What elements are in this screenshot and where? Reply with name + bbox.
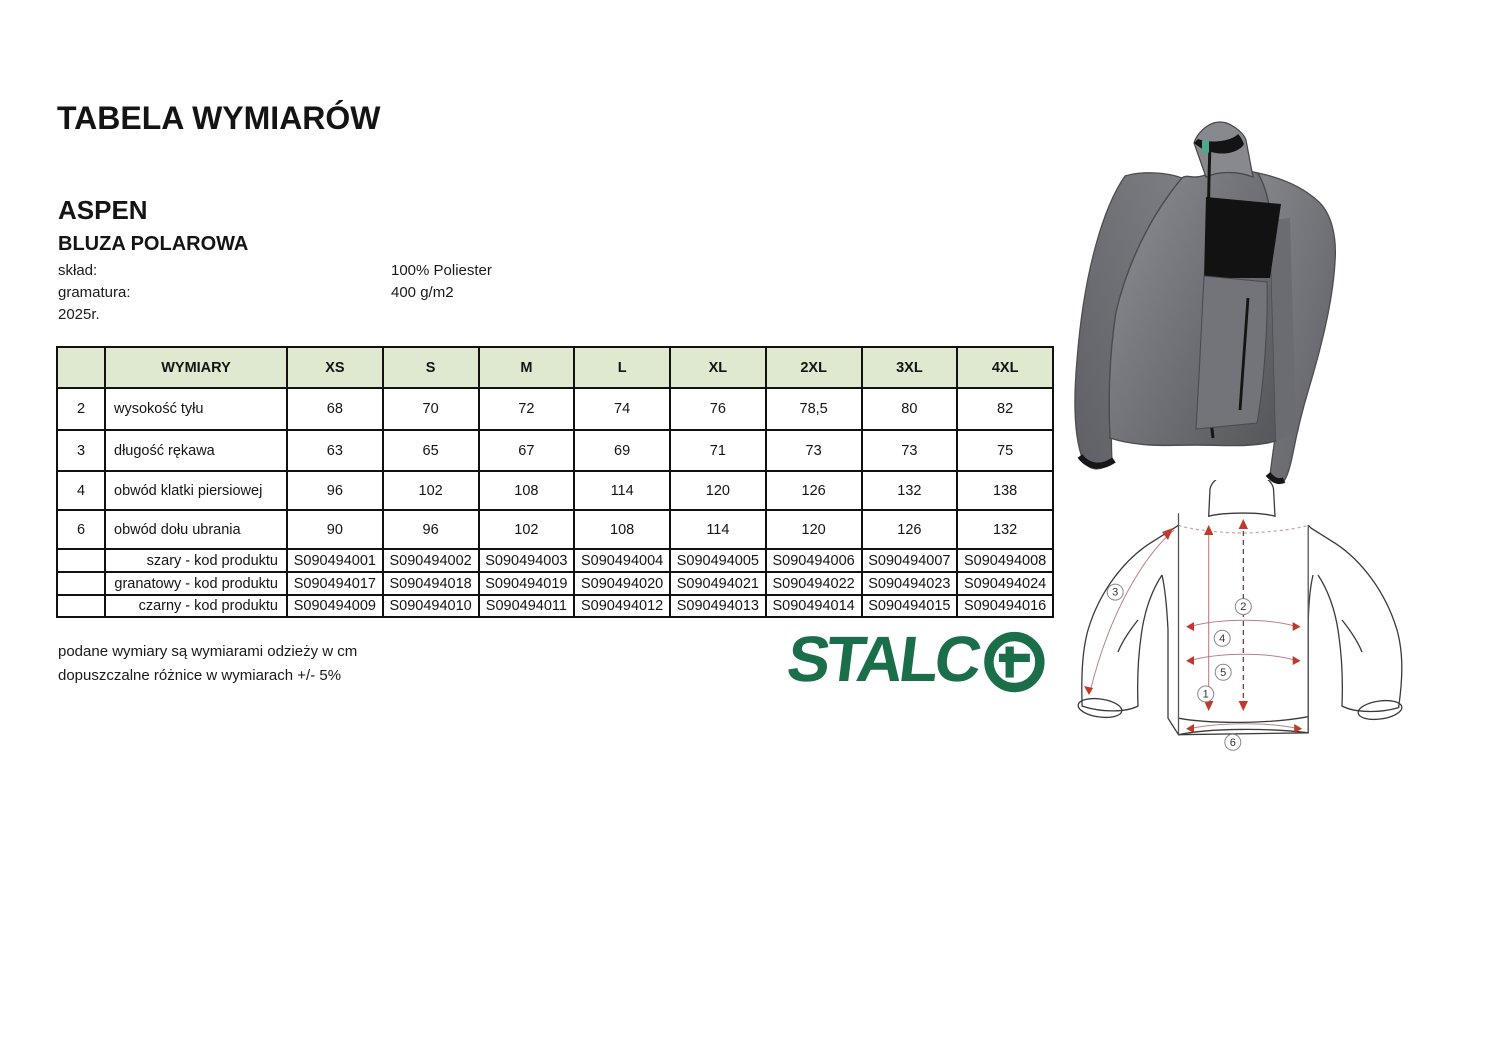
svg-text:4: 4 <box>1219 633 1225 645</box>
svg-text:5: 5 <box>1220 667 1226 679</box>
svg-text:STALC: STALC <box>783 625 984 695</box>
svg-text:1: 1 <box>1203 689 1209 701</box>
svg-text:2: 2 <box>1240 601 1246 613</box>
svg-text:6: 6 <box>1230 737 1236 749</box>
svg-text:3: 3 <box>1112 587 1118 599</box>
